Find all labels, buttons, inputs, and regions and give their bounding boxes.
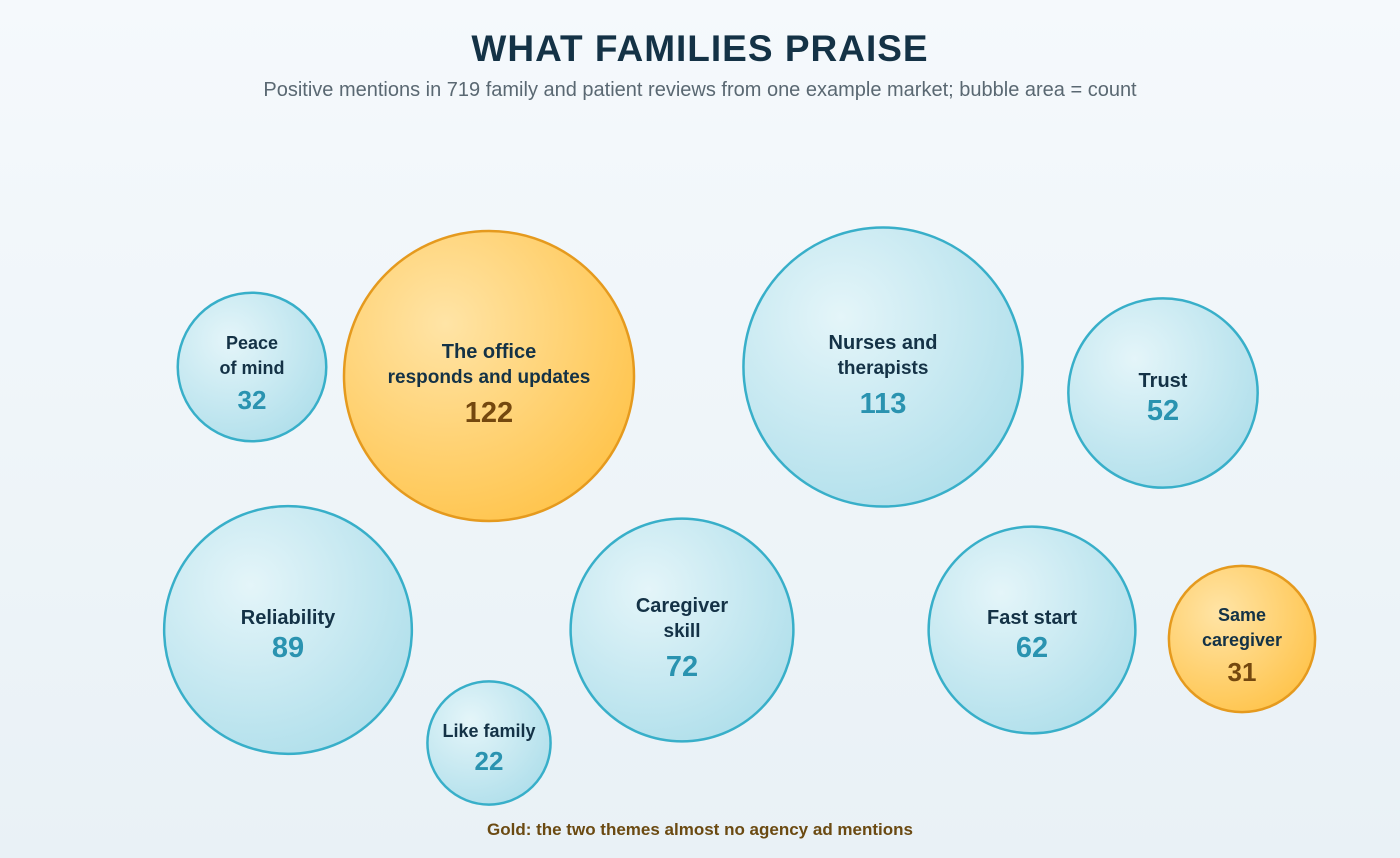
bubble-value-reliability: 89 xyxy=(272,632,304,664)
bubble-circle-like-family xyxy=(426,680,552,806)
bubble-value-caregiver-skill: 72 xyxy=(666,651,698,683)
bubble-the-office-responds-and-updates: The office responds and updates 122 xyxy=(342,229,636,523)
bubble-circle-the-office-responds-and-updates xyxy=(342,229,636,523)
bubble-value-fast-start: 62 xyxy=(1016,632,1048,664)
bubble-circle-reliability xyxy=(162,504,414,756)
bubble-reliability: Reliability 89 xyxy=(162,504,414,756)
bubble-label-peace-of-mind-line-1: Peace xyxy=(226,333,278,353)
bubble-same-caregiver: Same caregiver 31 xyxy=(1167,564,1317,714)
bubble-caregiver-skill: Caregiver skill 72 xyxy=(569,517,795,743)
bubble-label-fast-start-line-1: Fast start xyxy=(987,607,1077,629)
bubble-value-trust: 52 xyxy=(1147,395,1179,427)
chart-subtitle: Positive mentions in 719 family and pati… xyxy=(263,79,1137,101)
bubble-label-reliability-line-1: Reliability xyxy=(241,607,336,629)
bubble-label-same-caregiver-line-1: Same xyxy=(1218,605,1266,625)
bubble-circle-nurses-and-therapists xyxy=(742,226,1024,508)
bubble-label-the-office-responds-and-updates-line-2: responds and updates xyxy=(388,367,591,388)
bubble-label-caregiver-skill-line-1: Caregiver xyxy=(636,595,728,617)
bubble-label-like-family-line-1: Like family xyxy=(442,721,535,741)
bubble-label-nurses-and-therapists-line-1: Nurses and xyxy=(829,332,938,354)
bubble-value-same-caregiver: 31 xyxy=(1228,657,1257,687)
bubble-label-same-caregiver-line-2: caregiver xyxy=(1202,630,1282,650)
bubble-like-family: Like family 22 xyxy=(426,680,552,806)
bubble-circle-caregiver-skill xyxy=(569,517,795,743)
bubbles-group: Peace of mind 32 The office responds and upd… xyxy=(162,226,1317,806)
bubble-nurses-and-therapists: Nurses and therapists 113 xyxy=(742,226,1024,508)
bubble-trust: Trust 52 xyxy=(1067,297,1259,489)
bubble-label-nurses-and-therapists-line-2: therapists xyxy=(838,358,929,379)
chart-footnote: Gold: the two themes almost no agency ad… xyxy=(486,820,913,839)
bubble-circle-fast-start xyxy=(927,525,1137,735)
bubble-value-peace-of-mind: 32 xyxy=(238,385,267,415)
bubble-label-caregiver-skill-line-2: skill xyxy=(664,621,701,642)
chart-title: WHAT FAMILIES PRAISE xyxy=(471,28,929,69)
bubble-fast-start: Fast start 62 xyxy=(927,525,1137,735)
bubble-value-nurses-and-therapists: 113 xyxy=(860,388,907,420)
bubble-label-the-office-responds-and-updates-line-1: The office xyxy=(442,341,536,363)
bubble-label-peace-of-mind-line-2: of mind xyxy=(220,358,285,378)
bubble-circle-trust xyxy=(1067,297,1259,489)
bubble-peace-of-mind: Peace of mind 32 xyxy=(176,291,328,443)
bubble-value-the-office-responds-and-updates: 122 xyxy=(465,397,513,429)
bubble-label-trust-line-1: Trust xyxy=(1139,370,1188,392)
bubble-value-like-family: 22 xyxy=(475,746,504,776)
bubble-circle-same-caregiver xyxy=(1167,564,1317,714)
bubble-circle-peace-of-mind xyxy=(176,291,328,443)
